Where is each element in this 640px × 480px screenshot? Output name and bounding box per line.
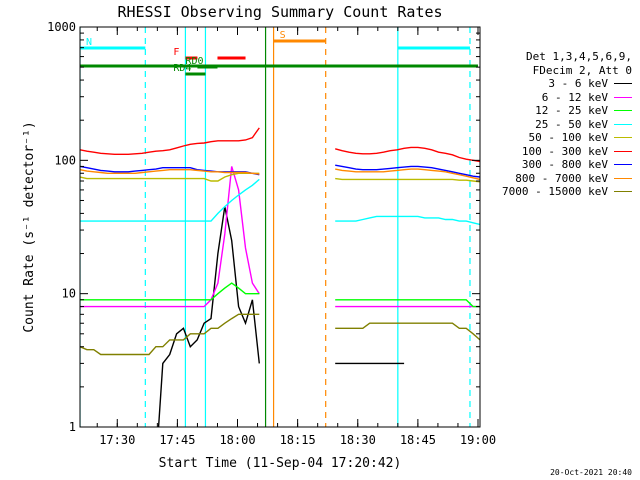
legend-swatch — [614, 96, 632, 98]
legend-header-decimation: FDecim 2, Att 0 — [532, 63, 632, 77]
series-line — [80, 172, 480, 183]
legend-swatch — [614, 123, 632, 125]
legend-header-detectors: Det 1,3,4,5,6,9, — [526, 50, 632, 63]
legend-swatch — [614, 177, 632, 179]
x-axis-label: Start Time (11-Sep-04 17:20:42) — [159, 456, 402, 471]
x-tick-label: 19:00 — [460, 433, 496, 447]
chart-title: RHESSI Observing Summary Count Rates — [117, 3, 442, 21]
y-tick-label: 10 — [62, 287, 76, 301]
legend-item-label: 800 - 7000 keV — [515, 171, 608, 185]
legend-item: 800 - 7000 keV — [457, 172, 632, 186]
y-tick-label: 100 — [54, 153, 76, 167]
x-tick-label: 17:45 — [159, 433, 195, 447]
series-line — [80, 313, 480, 356]
annotation-label: RD0 — [185, 56, 203, 67]
series-line — [80, 282, 480, 308]
legend-item-label: 100 - 300 keV — [521, 144, 608, 158]
legend-item: 3 - 6 keV — [457, 77, 632, 91]
legend-swatch — [614, 110, 632, 112]
legend-item: 50 - 100 keV — [457, 131, 632, 145]
legend-swatch — [614, 83, 632, 85]
legend-item: 100 - 300 keV — [457, 145, 632, 159]
legend-item-label: 300 - 800 keV — [521, 158, 608, 171]
legend-item-label: 25 - 50 keV — [535, 117, 608, 131]
series-line — [80, 168, 480, 181]
series-line — [80, 178, 480, 226]
series-line — [142, 206, 405, 427]
legend: Det 1,3,4,5,6,9, FDecim 2, Att 0 3 - 6 k… — [457, 50, 632, 199]
series-line — [80, 164, 480, 178]
legend-swatch — [614, 150, 632, 152]
y-axis-label: Count Rate (s⁻¹ detector⁻¹) — [22, 121, 37, 332]
legend-item-label: 50 - 100 keV — [528, 131, 608, 144]
x-tick-label: 18:30 — [340, 433, 376, 447]
x-tick-label: 17:30 — [99, 433, 135, 447]
series-line — [80, 166, 480, 308]
annotation-label: RD4 — [173, 63, 191, 74]
series-line — [80, 127, 480, 163]
legend-item: 6 - 12 keV — [457, 91, 632, 105]
x-tick-label: 18:15 — [280, 433, 316, 447]
legend-swatch — [614, 191, 632, 193]
legend-item-label: 7000 - 15000 keV — [502, 185, 608, 198]
annotation-label: N — [86, 37, 92, 48]
plot-frame — [79, 26, 481, 428]
legend-item: 12 - 25 keV — [457, 104, 632, 118]
annotation-label: F — [173, 47, 179, 58]
legend-swatch — [614, 164, 632, 166]
legend-item-label: 6 - 12 keV — [541, 90, 608, 104]
legend-item-label: 3 - 6 keV — [548, 77, 608, 90]
annotation-label: S — [280, 30, 286, 41]
date-stamp: 20-Oct-2021 20:40 — [550, 468, 632, 477]
legend-item-label: 12 - 25 keV — [535, 104, 608, 117]
legend-item: 7000 - 15000 keV — [457, 185, 632, 199]
y-tick-label: 1 — [69, 420, 76, 434]
legend-item: 300 - 800 keV — [457, 158, 632, 172]
x-tick-label: 18:45 — [400, 433, 436, 447]
legend-item: 25 - 50 keV — [457, 118, 632, 132]
legend-swatch — [614, 137, 632, 139]
x-tick-label: 18:00 — [219, 433, 255, 447]
y-tick-label: 1000 — [47, 20, 76, 34]
